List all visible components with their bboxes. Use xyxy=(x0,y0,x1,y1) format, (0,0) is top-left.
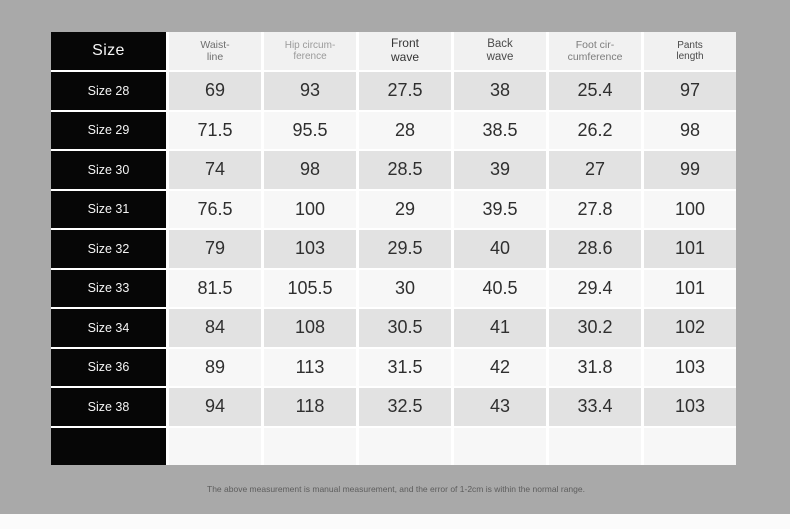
value-cell: 113 xyxy=(264,348,356,386)
empty-cell xyxy=(644,427,736,465)
value-cell: 89 xyxy=(169,348,261,386)
value-cell: 31.5 xyxy=(359,348,451,386)
corner-header-size: Size xyxy=(51,32,166,70)
row-label-size-36: Size 36 xyxy=(51,348,166,386)
value-cell: 39 xyxy=(454,151,546,189)
column-header-foot-circumference: Foot cir- cumference xyxy=(549,32,641,70)
row-label-size-38: Size 38 xyxy=(51,388,166,426)
value-cell: 84 xyxy=(169,309,261,347)
value-cell: 103 xyxy=(644,388,736,426)
column-header-waistline: Waist- line xyxy=(169,32,261,70)
value-cell: 118 xyxy=(264,388,356,426)
value-cell: 69 xyxy=(169,72,261,110)
row-label-size-34: Size 34 xyxy=(51,309,166,347)
value-cell: 26.2 xyxy=(549,111,641,149)
value-cell: 98 xyxy=(644,111,736,149)
value-cell: 40 xyxy=(454,230,546,268)
value-cell: 94 xyxy=(169,388,261,426)
measurement-disclaimer: The above measurement is manual measurem… xyxy=(207,484,585,494)
empty-cell xyxy=(264,427,356,465)
empty-cell xyxy=(169,427,261,465)
empty-cell xyxy=(454,427,546,465)
value-cell: 27 xyxy=(549,151,641,189)
value-cell: 99 xyxy=(644,151,736,189)
value-cell: 100 xyxy=(264,190,356,228)
value-cell: 71.5 xyxy=(169,111,261,149)
value-cell: 29.4 xyxy=(549,269,641,307)
value-cell: 30.5 xyxy=(359,309,451,347)
value-cell: 43 xyxy=(454,388,546,426)
value-cell: 31.8 xyxy=(549,348,641,386)
column-header-back-wave: Back wave xyxy=(454,32,546,70)
row-label-size-32: Size 32 xyxy=(51,230,166,268)
value-cell: 30 xyxy=(359,269,451,307)
value-cell: 76.5 xyxy=(169,190,261,228)
value-cell: 103 xyxy=(644,348,736,386)
row-label-size-33: Size 33 xyxy=(51,269,166,307)
empty-cell xyxy=(549,427,641,465)
empty-size-cell xyxy=(51,427,166,465)
row-label-size-30: Size 30 xyxy=(51,151,166,189)
value-cell: 25.4 xyxy=(549,72,641,110)
value-cell: 42 xyxy=(454,348,546,386)
row-label-size-29: Size 29 xyxy=(51,111,166,149)
value-cell: 38.5 xyxy=(454,111,546,149)
value-cell: 101 xyxy=(644,269,736,307)
value-cell: 103 xyxy=(264,230,356,268)
value-cell: 41 xyxy=(454,309,546,347)
value-cell: 30.2 xyxy=(549,309,641,347)
value-cell: 98 xyxy=(264,151,356,189)
value-cell: 108 xyxy=(264,309,356,347)
value-cell: 97 xyxy=(644,72,736,110)
value-cell: 102 xyxy=(644,309,736,347)
value-cell: 28 xyxy=(359,111,451,149)
value-cell: 101 xyxy=(644,230,736,268)
value-cell: 38 xyxy=(454,72,546,110)
size-chart-table: Size Waist- line Hip circum- ference Fro… xyxy=(51,32,736,465)
column-header-pants-length: Pants length xyxy=(644,32,736,70)
value-cell: 100 xyxy=(644,190,736,228)
column-header-hip-circumference: Hip circum- ference xyxy=(264,32,356,70)
value-cell: 81.5 xyxy=(169,269,261,307)
bottom-strip xyxy=(0,514,790,529)
value-cell: 29 xyxy=(359,190,451,228)
value-cell: 29.5 xyxy=(359,230,451,268)
value-cell: 28.6 xyxy=(549,230,641,268)
row-label-size-28: Size 28 xyxy=(51,72,166,110)
value-cell: 40.5 xyxy=(454,269,546,307)
value-cell: 39.5 xyxy=(454,190,546,228)
value-cell: 105.5 xyxy=(264,269,356,307)
value-cell: 27.5 xyxy=(359,72,451,110)
empty-cell xyxy=(359,427,451,465)
column-header-front-wave: Front wave xyxy=(359,32,451,70)
value-cell: 32.5 xyxy=(359,388,451,426)
value-cell: 95.5 xyxy=(264,111,356,149)
value-cell: 27.8 xyxy=(549,190,641,228)
value-cell: 93 xyxy=(264,72,356,110)
value-cell: 28.5 xyxy=(359,151,451,189)
row-label-size-31: Size 31 xyxy=(51,190,166,228)
value-cell: 74 xyxy=(169,151,261,189)
value-cell: 79 xyxy=(169,230,261,268)
value-cell: 33.4 xyxy=(549,388,641,426)
